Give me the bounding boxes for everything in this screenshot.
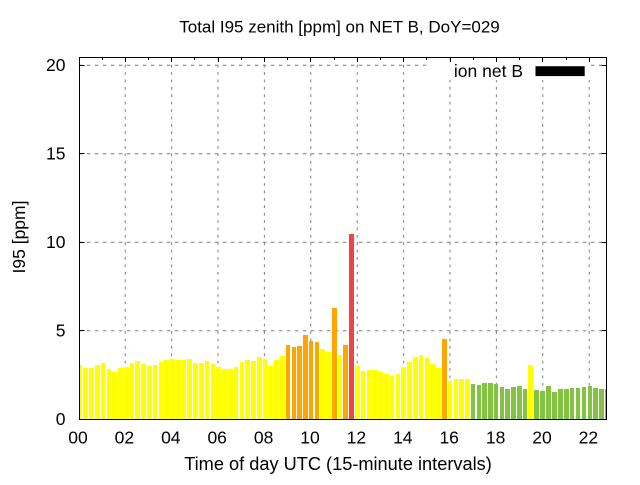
svg-text:10: 10	[300, 428, 320, 448]
svg-text:00: 00	[68, 428, 88, 448]
svg-text:15: 15	[46, 144, 65, 164]
svg-text:I95 [ppm]: I95 [ppm]	[9, 201, 29, 274]
svg-text:02: 02	[115, 428, 134, 448]
svg-text:16: 16	[439, 428, 458, 448]
svg-text:Total I95 zenith [ppm] on NET: Total I95 zenith [ppm] on NET B, DoY=029	[179, 18, 500, 37]
svg-text:06: 06	[207, 428, 226, 448]
svg-text:12: 12	[347, 428, 366, 448]
svg-text:22: 22	[579, 428, 598, 448]
svg-text:08: 08	[254, 428, 273, 448]
svg-text:20: 20	[532, 428, 552, 448]
svg-text:18: 18	[486, 428, 505, 448]
svg-text:14: 14	[393, 428, 413, 448]
svg-text:Time of day UTC (15-minute int: Time of day UTC (15-minute intervals)	[184, 454, 492, 474]
svg-text:0: 0	[56, 409, 66, 429]
svg-text:04: 04	[161, 428, 181, 448]
svg-text:10: 10	[46, 232, 66, 252]
svg-text:20: 20	[46, 55, 66, 75]
svg-text:5: 5	[56, 321, 66, 341]
svg-text:ion net B: ion net B	[454, 61, 523, 81]
